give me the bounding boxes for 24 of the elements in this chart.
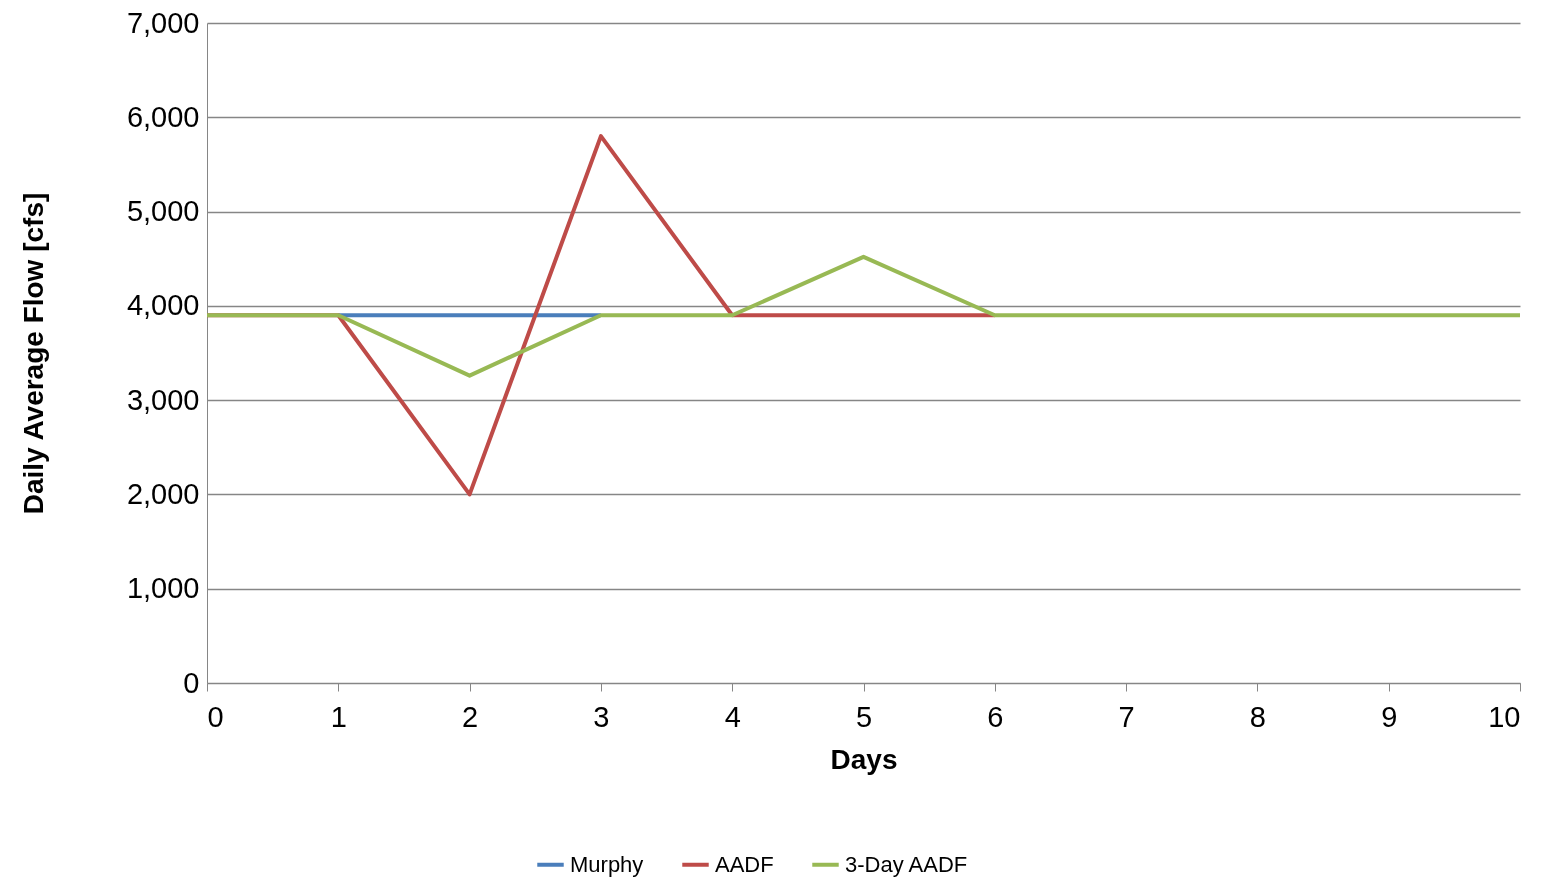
x-tick-label: 0 bbox=[207, 700, 224, 733]
y-axis-title: Daily Average Flow [cfs] bbox=[17, 192, 49, 515]
y-tick-label: 1,000 bbox=[126, 572, 200, 605]
x-tick-label: 2 bbox=[462, 700, 479, 733]
x-tick-label: 3 bbox=[593, 700, 610, 733]
y-tick-label: 0 bbox=[183, 666, 200, 699]
x-tick-label: 7 bbox=[1118, 700, 1135, 733]
x-tick-label: 1 bbox=[330, 700, 347, 733]
x-tick-label: 5 bbox=[855, 700, 873, 733]
x-tick-label: 9 bbox=[1381, 700, 1398, 733]
x-tick-label: 10 bbox=[1488, 700, 1521, 733]
y-tick-label: 2,000 bbox=[126, 477, 200, 510]
y-tick-label: 5,000 bbox=[126, 195, 200, 228]
x-tick-label: 8 bbox=[1249, 700, 1266, 733]
x-tick-label: 4 bbox=[724, 700, 741, 733]
x-tick-label: 6 bbox=[987, 700, 1004, 733]
y-tick-label: 3,000 bbox=[126, 383, 200, 416]
y-tick-label: 6,000 bbox=[126, 100, 200, 133]
legend-label: AADF bbox=[715, 851, 774, 877]
x-axis-title: Days bbox=[830, 743, 898, 775]
y-tick-label: 7,000 bbox=[126, 6, 200, 39]
legend-label: Murphy bbox=[570, 851, 644, 877]
y-tick-label: 4,000 bbox=[126, 289, 200, 322]
legend-label: 3-Day AADF bbox=[845, 851, 968, 877]
